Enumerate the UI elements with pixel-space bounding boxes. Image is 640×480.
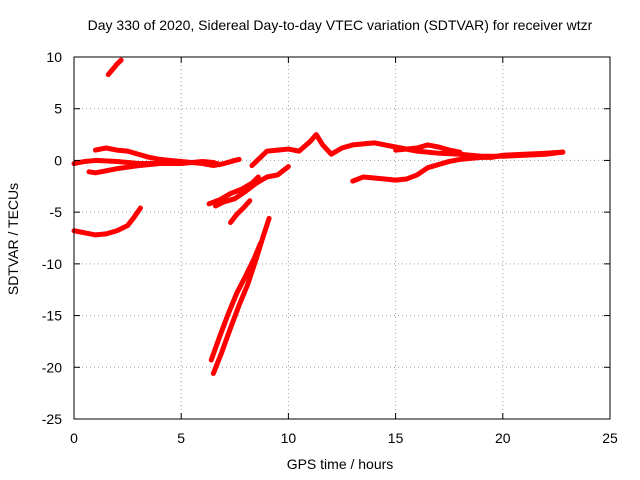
x-tick-label: 10 [281,430,297,446]
y-tick-label: -10 [42,256,62,272]
y-axis-label: SDTVAR / TECUs [5,183,21,295]
series-arc-7 [213,164,291,209]
series-arc-6 [206,174,261,207]
series-arc-12 [350,149,566,184]
series-arc-5 [92,145,223,168]
series-arc-1 [105,57,124,78]
chart-title: Day 330 of 2020, Sidereal Day-to-day VTE… [88,17,593,33]
x-tick-label: 25 [602,430,618,446]
x-tick-label: 15 [388,430,404,446]
series-arc-2 [71,205,143,238]
x-axis-label: GPS time / hours [287,456,394,472]
series-arc-13 [393,142,463,155]
y-tick-label: -5 [50,204,63,220]
x-tick-label: 20 [495,430,511,446]
x-tick-label: 0 [70,430,78,446]
y-tick-label: -20 [42,359,62,375]
y-tick-label: -25 [42,411,62,427]
x-tick-label: 5 [177,430,185,446]
y-tick-label: -15 [42,308,62,324]
series-arc-10 [208,240,264,363]
series-group [71,57,566,376]
plot-frame [73,56,611,420]
series-arc-4 [86,159,178,176]
y-tick-label: 0 [54,152,62,168]
ticks: 0 5 10 15 20 25 -25 -20 -15 -10 -5 0 5 10 [42,49,618,446]
series-arc-8 [228,198,253,225]
y-tick-label: 5 [54,101,62,117]
grid [74,57,610,419]
y-tick-label: 10 [46,49,62,65]
